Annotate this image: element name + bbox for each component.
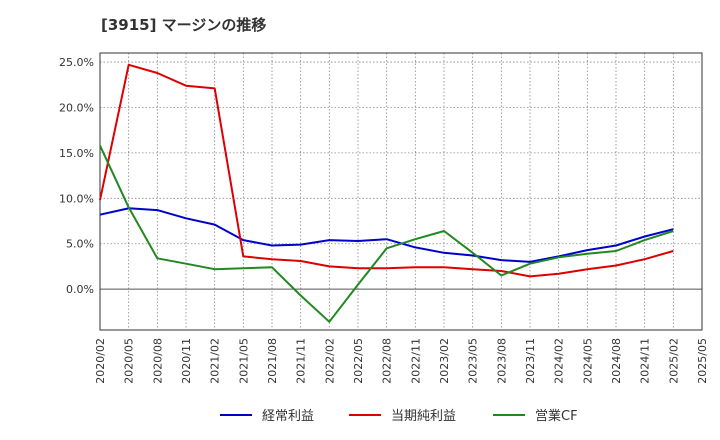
plot-frame — [99, 52, 703, 331]
x-tick-label: 2022/08 — [381, 338, 394, 384]
x-tick-label: 2020/08 — [151, 338, 164, 384]
x-tick-label: 2024/08 — [610, 338, 623, 384]
y-tick-label: 20.0% — [59, 101, 94, 114]
x-tick-label: 2023/02 — [438, 338, 451, 384]
chart-title: [3915] マージンの推移 — [101, 16, 267, 34]
y-tick-label: 15.0% — [59, 147, 94, 160]
x-tick-label: 2021/11 — [295, 338, 308, 384]
x-tick-label: 2021/05 — [237, 338, 250, 384]
legend-label: 当期純利益 — [391, 409, 456, 424]
grid-layer — [100, 53, 702, 330]
x-tick-label: 2024/02 — [553, 338, 566, 384]
x-tick-label: 2024/11 — [639, 338, 652, 384]
x-tick-label: 2022/11 — [409, 338, 422, 384]
series-line-当期純利益 — [99, 63, 674, 278]
x-tick-label: 2025/05 — [696, 338, 709, 384]
legend-label: 経常利益 — [262, 409, 314, 424]
x-tick-label: 2024/05 — [581, 338, 594, 384]
x-tick-label: 2022/02 — [323, 338, 336, 384]
y-tick-label: 25.0% — [59, 56, 94, 69]
x-tick-label: 2023/05 — [467, 338, 480, 384]
x-tick-label: 2020/02 — [94, 338, 107, 384]
x-tick-label: 2020/11 — [180, 338, 193, 384]
y-tick-label: 5.0% — [66, 238, 94, 251]
series-line-営業CF — [99, 145, 674, 323]
axis-layer — [99, 52, 703, 331]
legend: 経常利益 当期純利益 営業CF — [220, 408, 578, 424]
x-tick-label: 2021/02 — [209, 338, 222, 384]
y-tick-label: 10.0% — [59, 192, 94, 205]
x-tick-label: 2020/05 — [123, 338, 136, 384]
series-line-経常利益 — [99, 207, 674, 263]
x-tick-label: 2023/08 — [495, 338, 508, 384]
x-tick-label: 2025/02 — [667, 338, 680, 384]
x-tick-label: 2023/11 — [524, 338, 537, 384]
x-tick-label: 2021/08 — [266, 338, 279, 384]
x-tick-label: 2022/05 — [352, 338, 365, 384]
label-layer: 2020/02 2020/05 2020/08 2020/11 2021/02 2021/… — [59, 56, 709, 384]
legend-label: 営業CF — [535, 408, 578, 424]
y-tick-label: 0.0% — [66, 283, 94, 296]
series-layer — [99, 63, 674, 323]
